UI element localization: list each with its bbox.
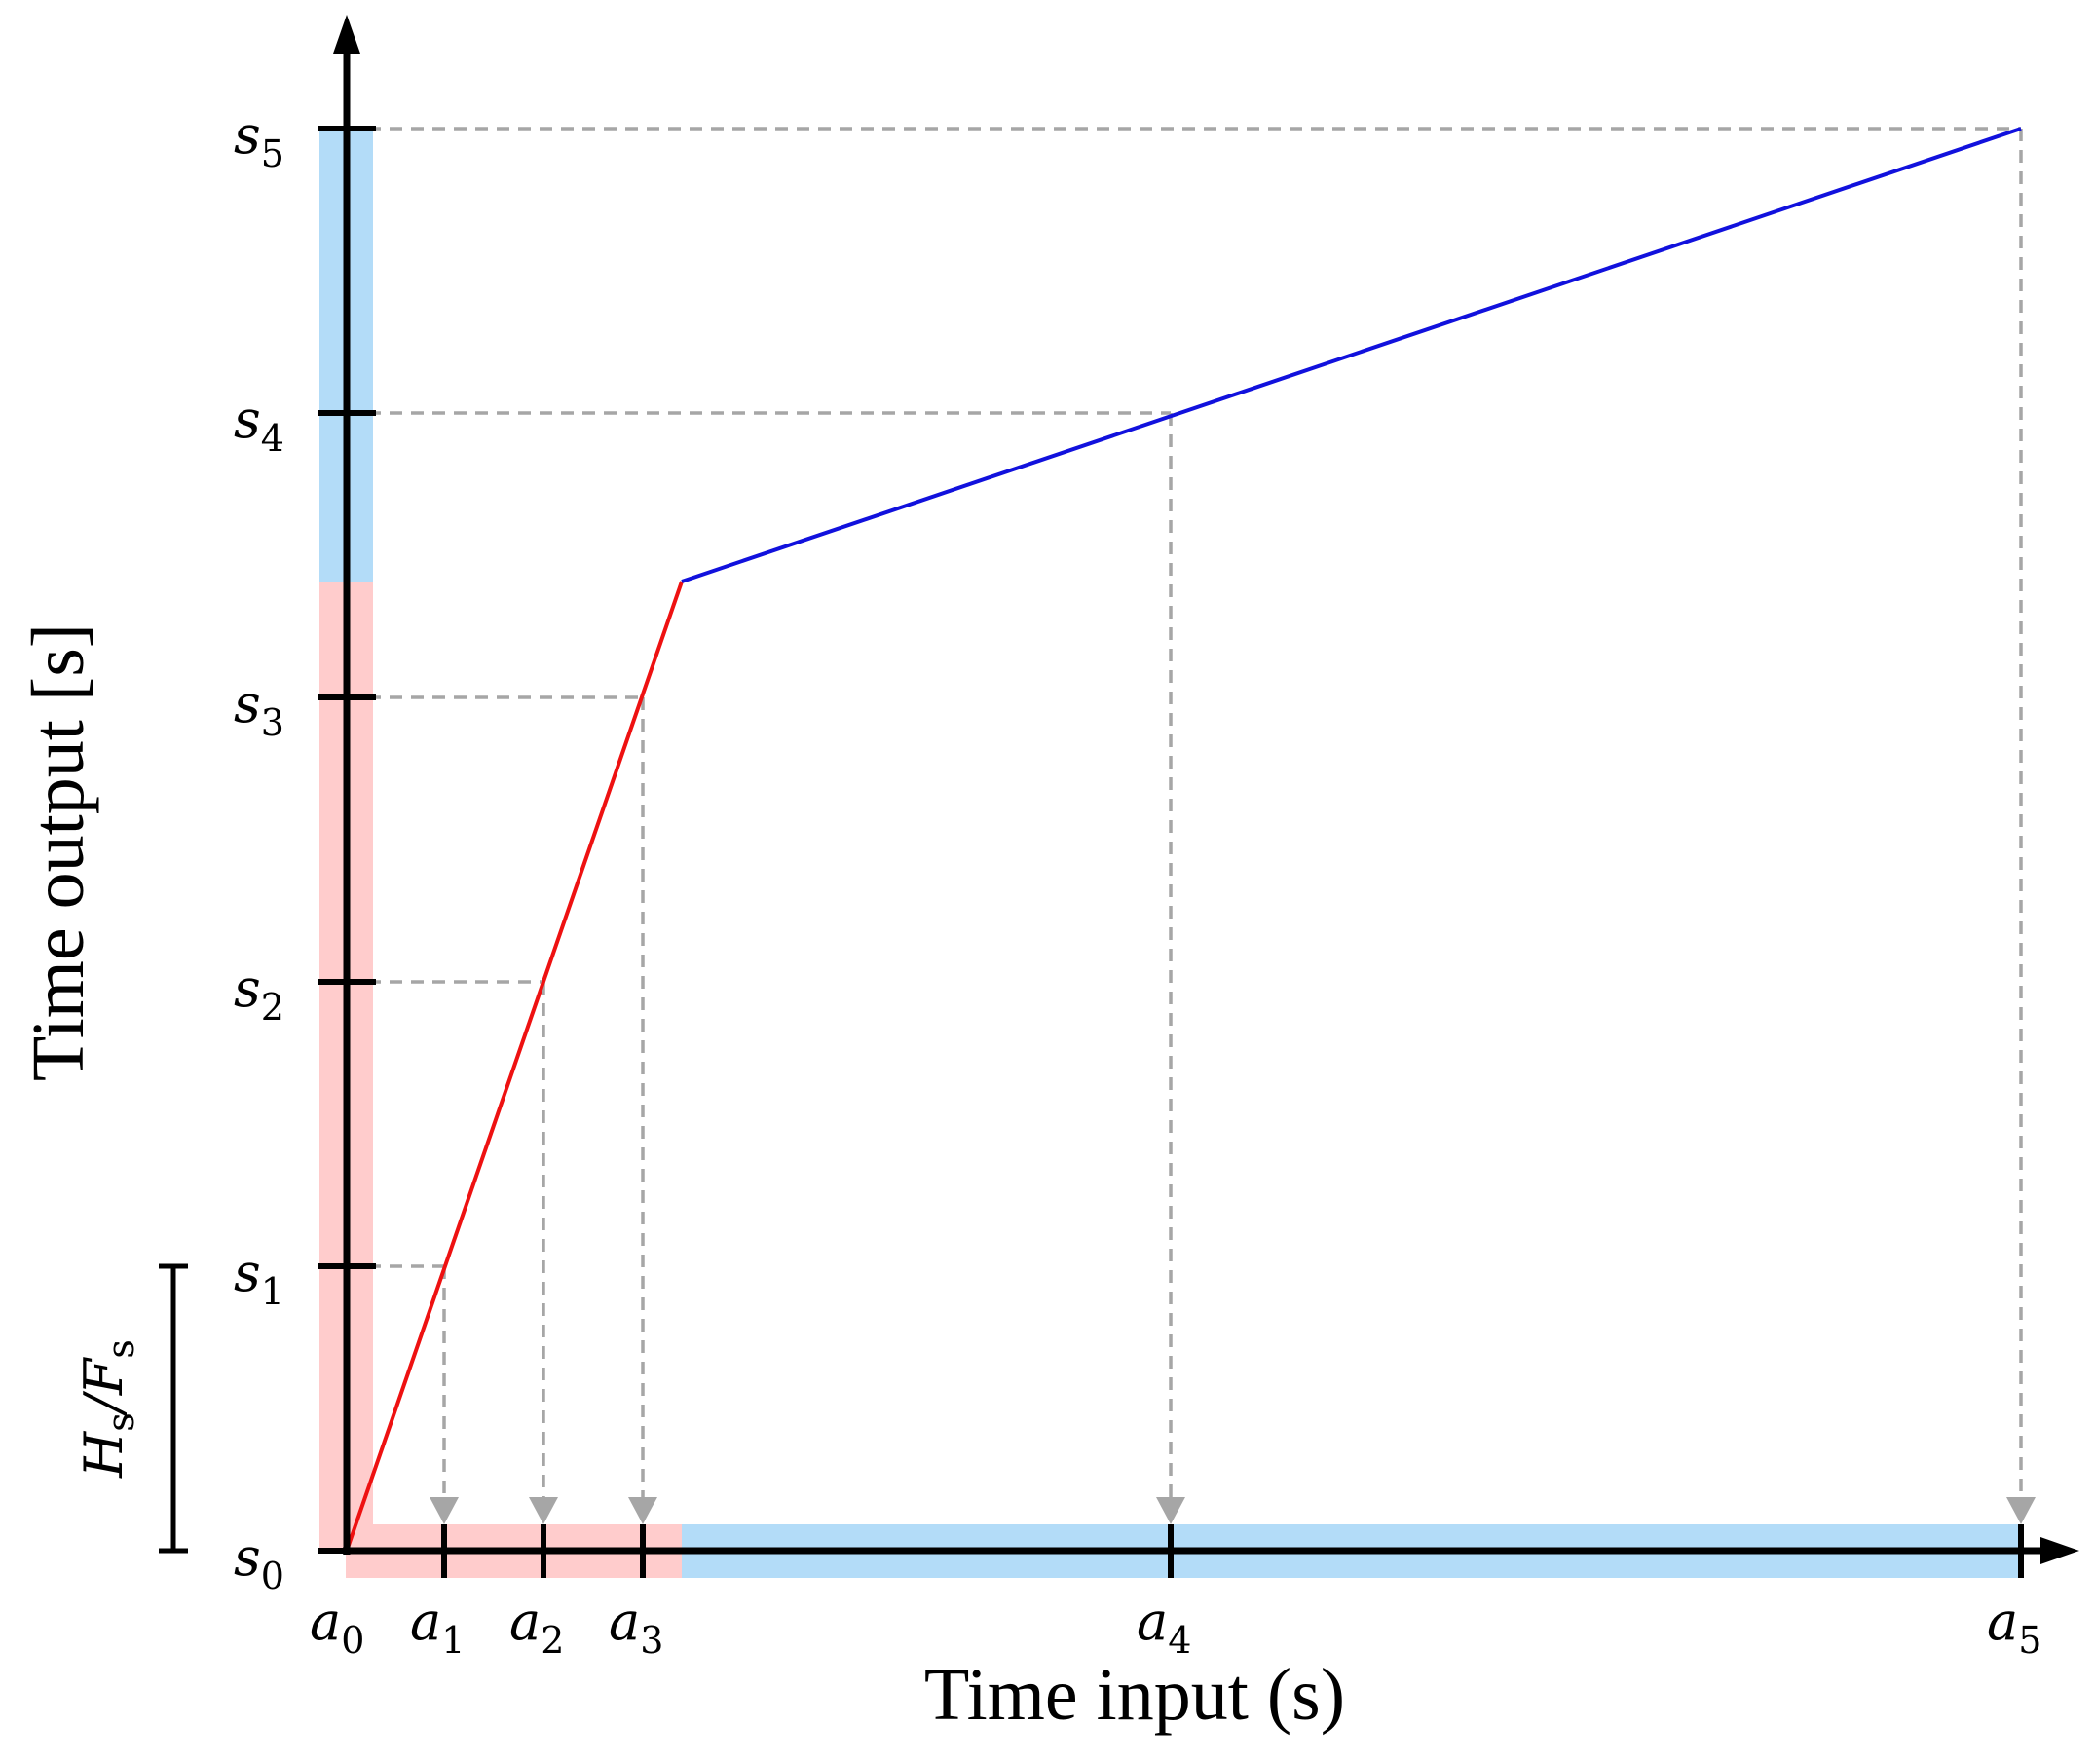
x-label-a4: a4 <box>1137 1591 1191 1662</box>
arrowhead-a2 <box>529 1497 558 1524</box>
arrowhead-a4 <box>1156 1497 1185 1524</box>
guide-arrowheads <box>430 1497 2036 1524</box>
arrowhead-a1 <box>430 1497 459 1524</box>
hs-fs-label: Hs/Fs <box>73 1339 142 1479</box>
y-label-s1: s1 <box>234 1242 284 1313</box>
y-tick-labels: s0 s1 s2 s3 s4 s5 <box>234 104 284 1597</box>
y-label-s5: s5 <box>234 104 284 175</box>
arrowhead-a3 <box>628 1497 657 1524</box>
y-label-s3: s3 <box>234 673 284 744</box>
x-tick-labels: a0 a1 a2 a3 a4 a5 <box>310 1591 2041 1662</box>
x-label-a5: a5 <box>1987 1591 2041 1662</box>
x-label-a2: a2 <box>509 1591 564 1662</box>
x-label-a3: a3 <box>609 1591 663 1662</box>
y-axis-ticks <box>318 126 376 1554</box>
x-axis-ticks <box>441 1524 2024 1578</box>
hs-fs-bracket <box>159 1263 188 1554</box>
x-label-a1: a1 <box>410 1591 465 1662</box>
y-label-s4: s4 <box>234 389 284 460</box>
y-axis-arrow-icon <box>333 15 360 54</box>
x-label-a0: a0 <box>310 1591 364 1662</box>
curve-segment-2 <box>681 127 2022 583</box>
x-axis-title: Time input (s) <box>924 1654 1345 1736</box>
mapping-curve <box>345 127 2022 1552</box>
y-axis-title: Time output [s] <box>18 623 99 1081</box>
axes <box>333 15 2079 1564</box>
x-axis-arrow-icon <box>2040 1537 2079 1564</box>
y-label-s2: s2 <box>234 957 284 1029</box>
y-label-s0: s0 <box>234 1526 284 1597</box>
curve-segment-1 <box>345 581 684 1552</box>
arrowhead-a5 <box>2006 1497 2036 1524</box>
guide-lines <box>347 127 2023 1500</box>
